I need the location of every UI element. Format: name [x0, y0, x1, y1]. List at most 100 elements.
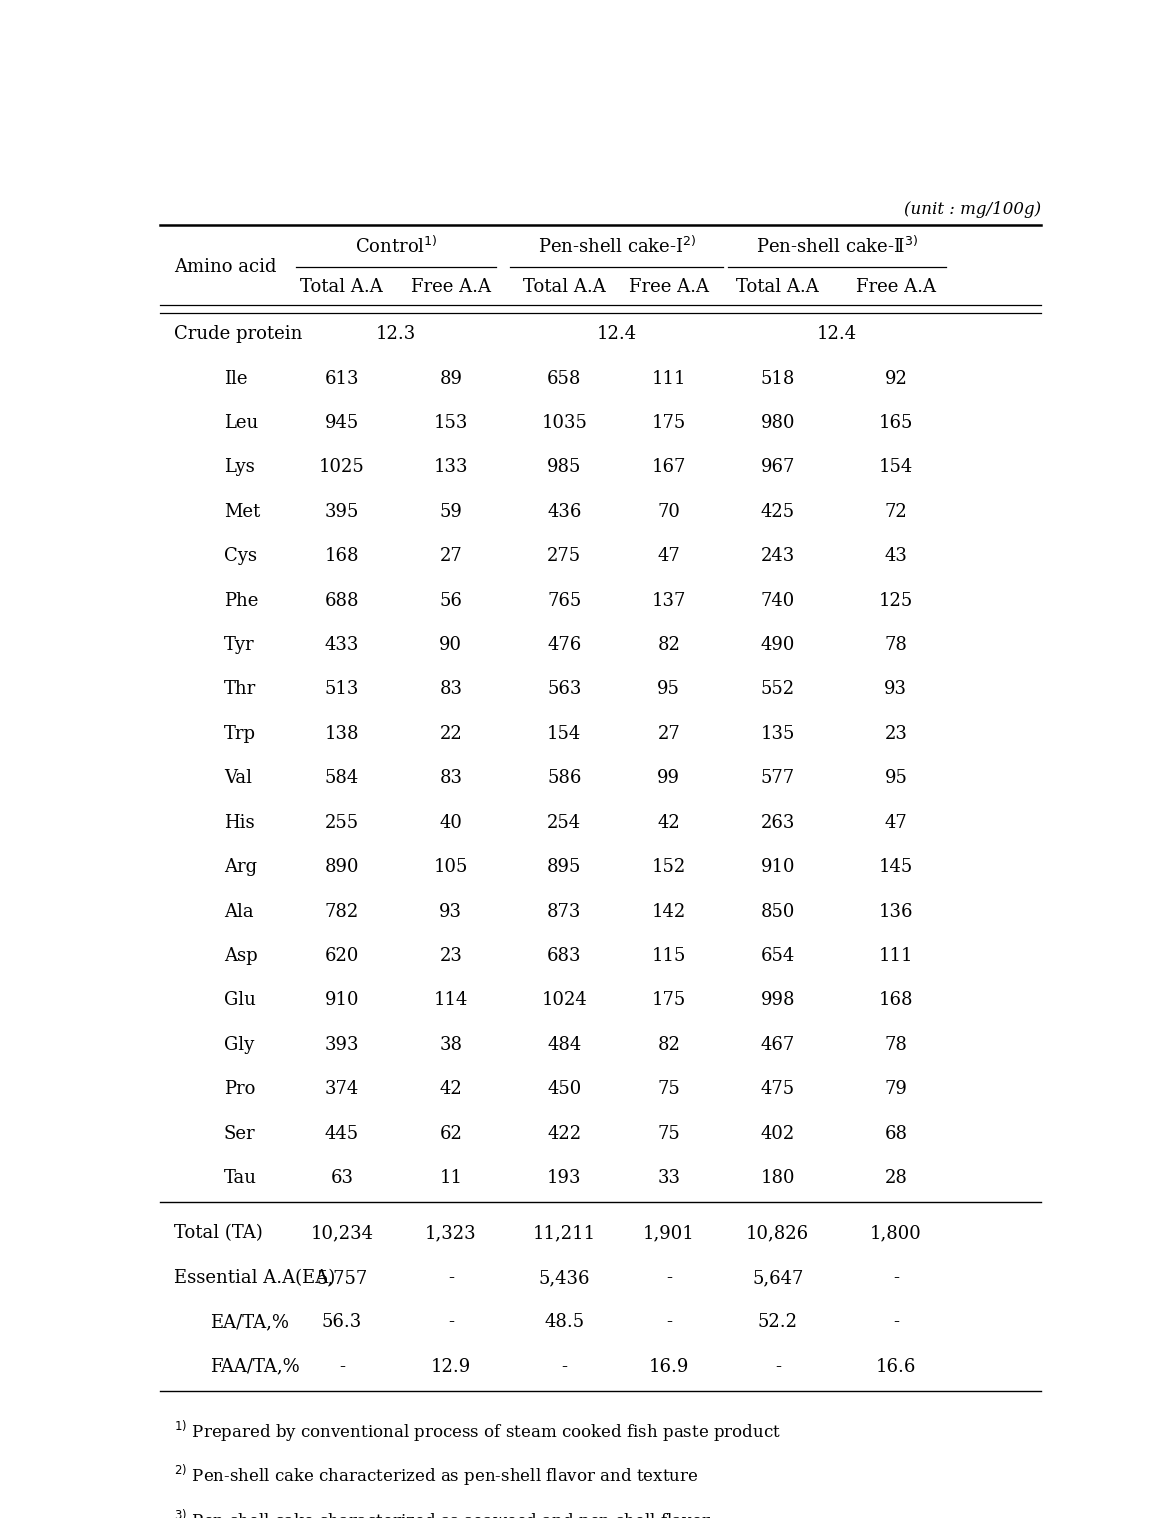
Text: Crude protein: Crude protein	[173, 325, 302, 343]
Text: 425: 425	[761, 502, 795, 521]
Text: -: -	[339, 1357, 345, 1375]
Text: Pen-shell cake-Ⅰ$^{2)}$: Pen-shell cake-Ⅰ$^{2)}$	[538, 235, 696, 257]
Text: Ile: Ile	[224, 369, 247, 387]
Text: -: -	[448, 1313, 454, 1331]
Text: 75: 75	[657, 1081, 680, 1098]
Text: $^{2)}$ Pen-shell cake characterized as pen-shell flavor and texture: $^{2)}$ Pen-shell cake characterized as …	[173, 1463, 699, 1488]
Text: 142: 142	[652, 903, 686, 920]
Text: 72: 72	[885, 502, 907, 521]
Text: 402: 402	[761, 1125, 795, 1143]
Text: 23: 23	[885, 726, 907, 742]
Text: Phe: Phe	[224, 592, 258, 610]
Text: 180: 180	[761, 1169, 795, 1187]
Text: 175: 175	[652, 414, 686, 433]
Text: -: -	[666, 1269, 672, 1287]
Text: 275: 275	[547, 546, 581, 565]
Text: 688: 688	[325, 592, 359, 610]
Text: 83: 83	[440, 770, 462, 788]
Text: 433: 433	[325, 636, 359, 654]
Text: 152: 152	[652, 858, 686, 876]
Text: Tau: Tau	[224, 1169, 257, 1187]
Text: Lys: Lys	[224, 458, 254, 477]
Text: 374: 374	[325, 1081, 359, 1098]
Text: Total A.A: Total A.A	[300, 278, 383, 296]
Text: 95: 95	[657, 680, 680, 698]
Text: 895: 895	[547, 858, 581, 876]
Text: 263: 263	[761, 814, 795, 832]
Text: 654: 654	[761, 947, 795, 965]
Text: 1,901: 1,901	[643, 1225, 695, 1243]
Text: Val: Val	[224, 770, 252, 788]
Text: 586: 586	[547, 770, 581, 788]
Text: -: -	[893, 1313, 899, 1331]
Text: 255: 255	[325, 814, 359, 832]
Text: 175: 175	[652, 991, 686, 1009]
Text: 168: 168	[879, 991, 913, 1009]
Text: Leu: Leu	[224, 414, 258, 433]
Text: 42: 42	[440, 1081, 462, 1098]
Text: 476: 476	[547, 636, 581, 654]
Text: Cys: Cys	[224, 546, 257, 565]
Text: 63: 63	[331, 1169, 353, 1187]
Text: 68: 68	[885, 1125, 907, 1143]
Text: 985: 985	[547, 458, 581, 477]
Text: 83: 83	[440, 680, 462, 698]
Text: -: -	[666, 1313, 672, 1331]
Text: 154: 154	[547, 726, 581, 742]
Text: 10,234: 10,234	[311, 1225, 374, 1243]
Text: 422: 422	[547, 1125, 581, 1143]
Text: 1,800: 1,800	[870, 1225, 921, 1243]
Text: 111: 111	[652, 369, 686, 387]
Text: 12.4: 12.4	[597, 325, 638, 343]
Text: 79: 79	[885, 1081, 907, 1098]
Text: Thr: Thr	[224, 680, 255, 698]
Text: FAA/TA,%: FAA/TA,%	[210, 1357, 300, 1375]
Text: 133: 133	[434, 458, 468, 477]
Text: 78: 78	[885, 1035, 907, 1053]
Text: 910: 910	[761, 858, 795, 876]
Text: Amino acid: Amino acid	[173, 258, 277, 276]
Text: 490: 490	[761, 636, 795, 654]
Text: His: His	[224, 814, 254, 832]
Text: 193: 193	[547, 1169, 581, 1187]
Text: 5,647: 5,647	[752, 1269, 804, 1287]
Text: 48.5: 48.5	[544, 1313, 585, 1331]
Text: 40: 40	[440, 814, 462, 832]
Text: Control$^{1)}$: Control$^{1)}$	[355, 235, 437, 257]
Text: 782: 782	[325, 903, 359, 920]
Text: $^{3)}$ Pen-shell cake characterized as seaweed and pen-shell flavor: $^{3)}$ Pen-shell cake characterized as …	[173, 1507, 710, 1518]
Text: Total (TA): Total (TA)	[173, 1225, 263, 1243]
Text: -: -	[561, 1357, 567, 1375]
Text: 254: 254	[547, 814, 581, 832]
Text: -: -	[448, 1269, 454, 1287]
Text: (unit : mg/100g): (unit : mg/100g)	[904, 200, 1041, 217]
Text: 138: 138	[325, 726, 359, 742]
Text: 165: 165	[879, 414, 913, 433]
Text: 47: 47	[657, 546, 680, 565]
Text: 145: 145	[879, 858, 913, 876]
Text: 95: 95	[885, 770, 907, 788]
Text: 467: 467	[761, 1035, 795, 1053]
Text: Met: Met	[224, 502, 260, 521]
Text: 56.3: 56.3	[321, 1313, 362, 1331]
Text: 16.9: 16.9	[648, 1357, 689, 1375]
Text: 154: 154	[879, 458, 913, 477]
Text: 740: 740	[761, 592, 795, 610]
Text: 153: 153	[434, 414, 468, 433]
Text: Free A.A: Free A.A	[410, 278, 491, 296]
Text: Essential A.A(EA): Essential A.A(EA)	[173, 1269, 335, 1287]
Text: 125: 125	[879, 592, 913, 610]
Text: 1024: 1024	[541, 991, 587, 1009]
Text: -: -	[775, 1357, 781, 1375]
Text: 99: 99	[657, 770, 680, 788]
Text: 12.4: 12.4	[817, 325, 857, 343]
Text: Gly: Gly	[224, 1035, 254, 1053]
Text: 12.9: 12.9	[430, 1357, 471, 1375]
Text: 613: 613	[325, 369, 359, 387]
Text: 513: 513	[325, 680, 359, 698]
Text: 47: 47	[885, 814, 907, 832]
Text: 82: 82	[657, 1035, 680, 1053]
Text: 683: 683	[547, 947, 581, 965]
Text: 62: 62	[440, 1125, 462, 1143]
Text: 43: 43	[885, 546, 907, 565]
